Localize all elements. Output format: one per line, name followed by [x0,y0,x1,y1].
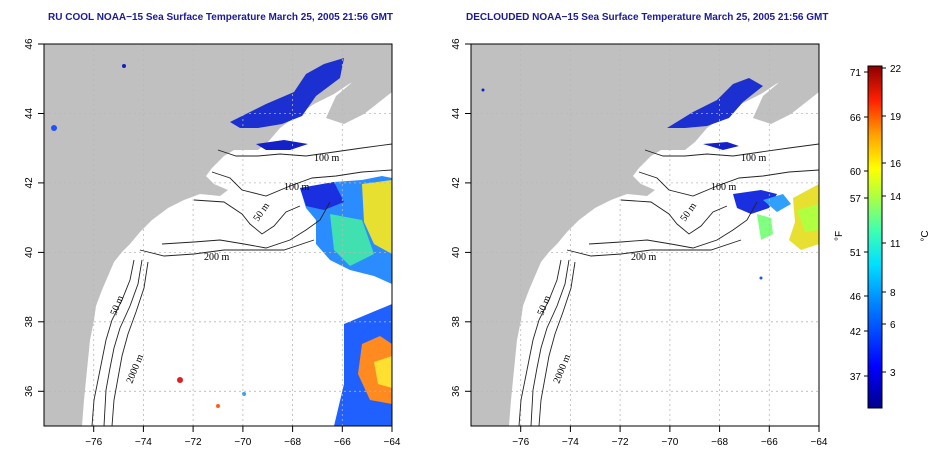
left-panel-title: RU COOL NOAA−15 Sea Surface Temperature … [48,12,394,23]
y-tick-label: 46 [24,38,35,50]
colorbar-gradient [867,65,883,409]
contour-label-100m-a: 100 m [741,153,767,164]
x-tick-label: −72 [185,437,202,448]
colorbar-f-tick: 57 [850,194,862,205]
colorbar-c-tick: 11 [890,239,901,250]
right-map-frame [470,43,820,427]
grid-lines-left [44,44,392,426]
y-tick-label: 38 [24,316,35,328]
y-tick-label: 42 [24,177,35,189]
bathymetry-contours-left [91,143,393,427]
colorbar-celsius-label: °C [920,230,931,241]
right-map-panel: 100 m 100 m 50 m 200 m 50 m 2000 m −76 −… [451,38,828,448]
colorbar-c-tick: 3 [890,368,896,379]
colorbar-f-tick: 51 [850,248,862,259]
x-tick-label: −76 [512,437,529,448]
colorbar-c-tick: 16 [890,159,902,170]
colorbar-c-tick: 19 [890,112,902,123]
x-tick-label: −70 [661,437,678,448]
x-tick-label: −68 [284,437,301,448]
x-tick-label: −76 [85,437,102,448]
colorbar-f-tick: 66 [850,113,862,124]
y-tick-label: 46 [451,38,462,50]
x-tick-label: −66 [761,437,778,448]
x-axis-left: −76 −74 −72 −70 −68 −66 −64 [85,426,401,448]
x-tick-label: −64 [811,437,828,448]
x-tick-label: −66 [334,437,351,448]
contour-label-100m-b: 100 m [711,182,737,193]
y-axis-right: 46 44 42 40 38 36 [451,38,471,397]
contour-label-200m: 200 m [204,252,230,263]
y-axis-left: 46 44 42 40 38 36 [24,38,44,397]
x-tick-label: −68 [711,437,728,448]
x-tick-label: −74 [562,437,579,448]
colorbar-c-tick: 6 [890,320,896,331]
colorbar-c-tick: 8 [890,288,896,299]
y-tick-label: 36 [24,385,35,397]
bathymetry-contours-right [518,143,820,427]
contour-label-100m-b: 100 m [284,182,310,193]
x-axis-right: −76 −74 −72 −70 −68 −66 −64 [512,426,828,448]
y-tick-label: 40 [24,246,35,258]
y-tick-label: 44 [24,108,35,120]
y-tick-label: 36 [451,385,462,397]
x-tick-label: −70 [234,437,251,448]
colorbar-fahrenheit-label: °F [834,231,845,241]
y-tick-label: 40 [451,246,462,258]
y-tick-label: 42 [451,177,462,189]
contour-label-100m-a: 100 m [314,153,340,164]
right-panel-title: DECLOUDED NOAA−15 Sea Surface Temperatur… [466,12,829,23]
colorbar-f-tick: 60 [850,167,862,178]
contour-label-200m: 200 m [631,252,657,263]
colorbar-f-tick: 71 [850,68,862,79]
left-map-frame [43,43,393,427]
colorbar-c-tick: 14 [890,192,902,203]
colorbar-f-tick: 42 [850,327,862,338]
colorbar-f-tick: 46 [850,292,862,303]
x-tick-label: −72 [612,437,629,448]
colorbar-c-tick: 22 [890,64,902,75]
colorbar-f-tick: 37 [850,372,862,383]
left-map-panel: 100 m 100 m 50 m 200 m 50 m 2000 m −76 −… [24,38,401,448]
y-tick-label: 44 [451,108,462,120]
y-tick-label: 38 [451,316,462,328]
x-tick-label: −74 [135,437,152,448]
sst-patches-left [51,58,392,426]
temperature-colorbar: 71 66 60 57 51 46 42 37 °F 22 19 16 14 1… [834,64,931,409]
sst-patches-right [481,78,819,280]
grid-lines-right [471,44,819,426]
x-tick-label: −64 [384,437,401,448]
